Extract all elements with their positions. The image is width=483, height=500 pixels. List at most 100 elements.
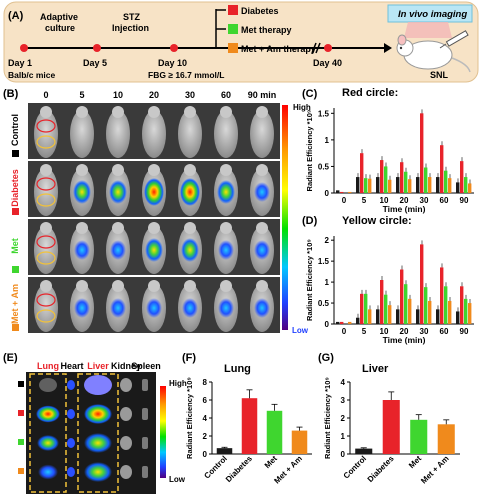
mice-label: Balb/c mice [8, 70, 56, 80]
adaptive-label-line2: culture [45, 23, 75, 33]
fluorescence-signal [74, 240, 90, 260]
y-tick-label: 0.5 [318, 299, 330, 308]
chart-yellow-circle: Yellow circle:00.511.520 5 10 20 30 60 90Time … [305, 215, 474, 345]
group-met-swatch [228, 24, 238, 34]
panel-b-time-label: 60 [221, 90, 231, 100]
panel-b-row-labels: Control Diabetes Met Met + Am [10, 114, 20, 331]
stz-label-line1: STZ [123, 12, 141, 22]
group-diabetes-swatch [228, 5, 238, 15]
row-color-swatch [18, 381, 24, 387]
bar-met-am [348, 321, 352, 324]
y-tick-label: 2 [341, 414, 346, 423]
bar-control [416, 177, 420, 193]
panel-e-colorscale [160, 386, 166, 478]
y-tick-label: 1 [341, 432, 346, 441]
bar-met [266, 410, 283, 454]
x-tick-label: 5 [362, 327, 367, 336]
timeline-day5: Day 5 [83, 58, 107, 68]
bar-control [336, 190, 340, 193]
mouse-head [76, 164, 88, 176]
bar-diabetes [420, 113, 424, 193]
bar-control [396, 177, 400, 193]
bar-control [336, 321, 340, 324]
fluorescence-signal [254, 298, 270, 318]
panel-b-time-label: 0 [43, 90, 48, 100]
panel-b-time-labels: 0 5 10 20 30 60 90 min [43, 90, 276, 100]
kidney-image [120, 407, 132, 421]
fluorescence-signal [109, 180, 127, 204]
row-color-swatch [18, 468, 24, 474]
x-tick-label: Met [407, 454, 423, 470]
organ-label: Kidney [111, 361, 141, 371]
spleen-image [142, 379, 148, 391]
x-tick-label: 60 [440, 196, 449, 205]
timeline-day1: Day 1 [8, 58, 32, 68]
bar-met [444, 286, 448, 324]
fluorescence-signal [145, 238, 163, 262]
lung-image [37, 435, 59, 451]
y-tick-label: 0 [325, 320, 330, 329]
organ-label: Spleen [131, 361, 161, 371]
bar-control [355, 448, 373, 454]
bar-diabetes [400, 162, 404, 193]
fluorescence-signal [74, 298, 90, 318]
bar-diabetes [382, 400, 400, 454]
chart-red-circle: Red circle: 0 0.5 1 1.5 0 5 10 20 30 60 90 Time (min… [305, 87, 474, 214]
bar-met-am [428, 300, 432, 324]
bar-met-am [448, 300, 452, 324]
mouse-head [220, 164, 232, 176]
mouse-head [184, 164, 196, 176]
bar-met-am [408, 179, 412, 193]
bar-met [384, 294, 388, 324]
mouse-head [220, 280, 232, 292]
bar-met-am [468, 183, 472, 193]
mouse-image [142, 110, 166, 158]
panel-b-time-label: 30 [185, 90, 195, 100]
heart-image [67, 409, 75, 419]
mouse-image [214, 110, 238, 158]
y-axis-label: Radiant Efficiency *10⁹ [305, 109, 314, 191]
kidney-image [120, 465, 132, 479]
bar-met-am [368, 309, 372, 324]
fluorescence-signal [146, 298, 162, 318]
y-tick-label: 1.5 [318, 257, 330, 266]
x-tick-label: 30 [420, 327, 429, 336]
bar-met-am [388, 305, 392, 324]
y-axis-label: Radiant Efficiency *10⁹ [185, 377, 194, 459]
mouse-head [256, 222, 268, 234]
y-tick-label: 8 [203, 378, 208, 387]
mouse-image [250, 110, 274, 158]
x-axis-label: Time (min) [383, 204, 426, 214]
group-metam-label: Met + Am therapy [241, 44, 316, 54]
fluorescence-signal [218, 240, 234, 260]
panel-b-time-label: 5 [79, 90, 84, 100]
x-tick-label: Met [263, 454, 279, 470]
x-tick-label: Diabetes [224, 454, 254, 484]
bar-met [464, 298, 468, 324]
imaging-beam [404, 22, 452, 38]
fluorescence-signal [217, 180, 235, 204]
mouse-head [112, 222, 124, 234]
mouse-head [256, 164, 268, 176]
mouse-head [112, 106, 124, 118]
panel-b-image-grid [28, 103, 280, 333]
x-tick-label: 60 [440, 327, 449, 336]
bar-met [424, 287, 428, 324]
bar-control [436, 309, 440, 324]
fluorescence-signal [110, 298, 126, 318]
timeline-day10: Day 10 [158, 58, 187, 68]
row-color-swatch [18, 410, 24, 416]
group-metam-swatch [228, 43, 238, 53]
lung-image [36, 405, 60, 423]
fluorescence-signal [110, 240, 126, 260]
panel-b-scale-high: High [293, 103, 311, 112]
panel-a-background [3, 1, 479, 83]
row-color-swatch [12, 208, 19, 215]
bar-control [376, 177, 380, 193]
panel-b-row-label: Met [10, 238, 20, 254]
axis-break-mark-1 [311, 42, 317, 54]
liver-image [84, 375, 112, 395]
mouse-head [112, 164, 124, 176]
